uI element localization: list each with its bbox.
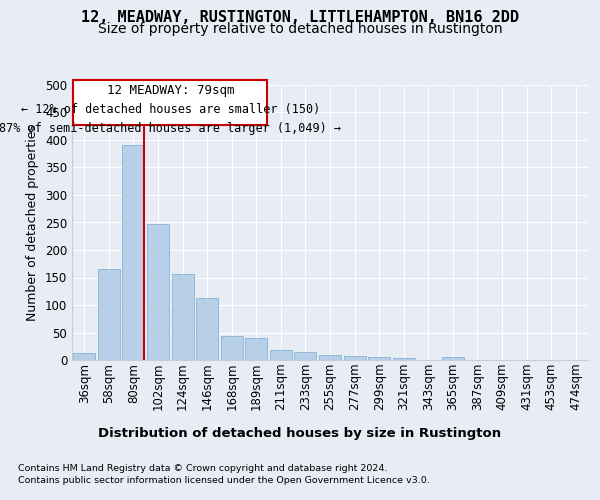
Bar <box>319 354 341 360</box>
Text: Contains public sector information licensed under the Open Government Licence v3: Contains public sector information licen… <box>18 476 430 485</box>
Bar <box>245 338 268 360</box>
Bar <box>295 352 316 360</box>
Text: Size of property relative to detached houses in Rustington: Size of property relative to detached ho… <box>98 22 502 36</box>
Bar <box>344 356 365 360</box>
Bar <box>442 357 464 360</box>
Bar <box>147 224 169 360</box>
Text: ← 12% of detached houses are smaller (150): ← 12% of detached houses are smaller (15… <box>20 103 320 116</box>
Bar <box>172 274 194 360</box>
Text: Distribution of detached houses by size in Rustington: Distribution of detached houses by size … <box>98 428 502 440</box>
Bar <box>122 146 145 360</box>
Y-axis label: Number of detached properties: Number of detached properties <box>26 124 40 321</box>
Text: 12, MEADWAY, RUSTINGTON, LITTLEHAMPTON, BN16 2DD: 12, MEADWAY, RUSTINGTON, LITTLEHAMPTON, … <box>81 10 519 25</box>
Bar <box>221 336 243 360</box>
Bar <box>73 353 95 360</box>
Text: Contains HM Land Registry data © Crown copyright and database right 2024.: Contains HM Land Registry data © Crown c… <box>18 464 388 473</box>
Bar <box>196 298 218 360</box>
Bar <box>368 357 390 360</box>
Text: 12 MEADWAY: 79sqm: 12 MEADWAY: 79sqm <box>107 84 234 97</box>
Text: 87% of semi-detached houses are larger (1,049) →: 87% of semi-detached houses are larger (… <box>0 122 341 135</box>
Bar <box>270 350 292 360</box>
Bar <box>392 358 415 360</box>
Bar <box>98 269 120 360</box>
